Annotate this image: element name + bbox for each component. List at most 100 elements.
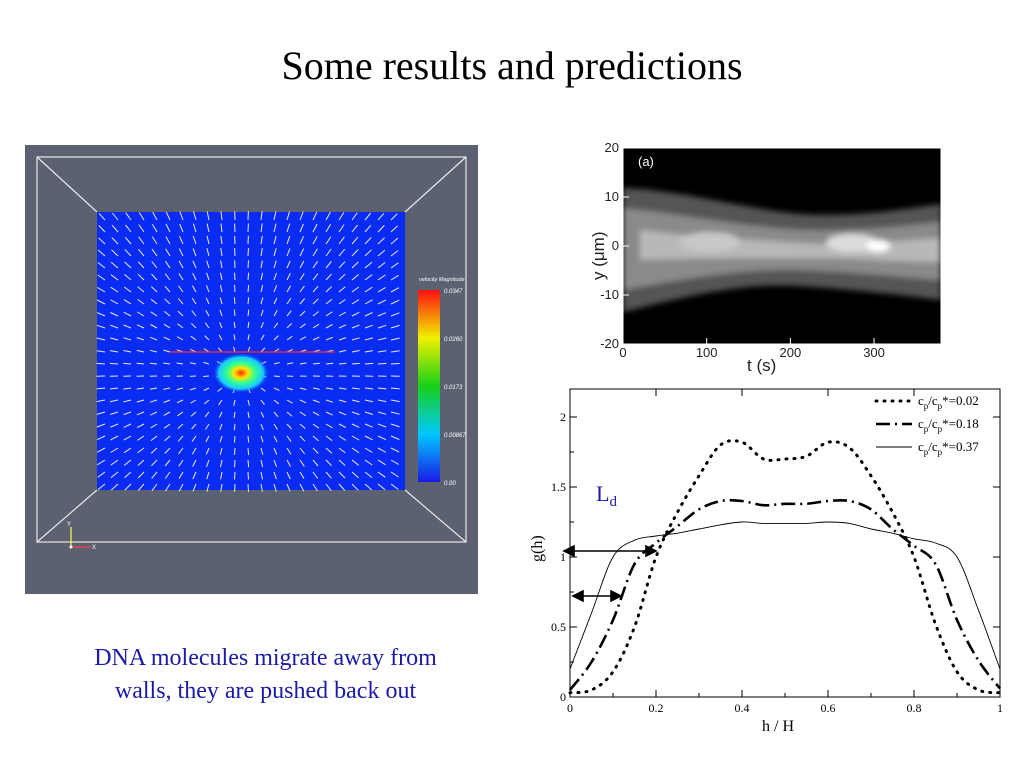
velocity-arrow xyxy=(364,459,373,466)
velocity-arrow xyxy=(124,471,132,479)
velocity-arrow xyxy=(110,312,119,317)
velocity-arrow xyxy=(110,459,119,466)
velocity-arrow xyxy=(338,423,347,429)
velocity-arrow xyxy=(204,335,210,341)
velocity-arrow xyxy=(163,323,171,329)
velocity-arrow xyxy=(96,350,106,353)
velocity-arrow xyxy=(390,399,400,403)
kymo-ytick-label: 0 xyxy=(612,238,619,253)
kymo-xtick-label: 0 xyxy=(619,345,626,360)
velocity-arrow xyxy=(390,459,400,465)
velocity-arrow xyxy=(260,411,265,418)
velocity-arrow xyxy=(351,435,360,441)
velocity-arrow xyxy=(109,350,119,353)
velocity-arrow xyxy=(192,260,197,269)
velocity-arrow xyxy=(364,411,374,415)
velocity-arrow xyxy=(273,335,279,341)
velocity-arrow xyxy=(312,471,319,479)
velocity-arrow xyxy=(364,447,373,453)
kymo-xlabel: t (s) xyxy=(747,356,776,375)
velocity-arrow xyxy=(123,423,132,428)
velocity-arrow xyxy=(351,286,360,293)
velocity-arrow xyxy=(96,411,106,415)
velocity-arrow xyxy=(390,262,399,269)
caption-line-1: DNA molecules migrate away from xyxy=(94,645,437,671)
velocity-arrow xyxy=(96,399,106,403)
velocity-arrow xyxy=(137,471,145,479)
velocity-arrow xyxy=(312,298,319,305)
velocity-arrow xyxy=(364,324,373,329)
velocity-arrow xyxy=(286,285,292,293)
velocity-arrow xyxy=(205,435,210,443)
velocity-arrow xyxy=(364,249,372,257)
velocity-arrow xyxy=(176,336,184,341)
velocity-arrow xyxy=(299,285,305,293)
kymo-ytick-label: -10 xyxy=(600,287,619,302)
velocity-arrow xyxy=(364,387,374,390)
velocity-arrow xyxy=(390,250,399,257)
velocity-arrow xyxy=(351,471,359,479)
velocity-arrow xyxy=(338,399,347,403)
velocity-arrow xyxy=(364,299,373,305)
velocity-arrow xyxy=(192,459,197,467)
velocity-arrow xyxy=(220,211,223,221)
velocity-arrow xyxy=(125,224,132,233)
velocity-arrow xyxy=(312,336,320,341)
velocity-arrow xyxy=(286,260,291,269)
velocity-arrow xyxy=(191,285,197,293)
velocity-arrow xyxy=(338,273,346,281)
velocity-arrow xyxy=(124,249,132,257)
velocity-arrow xyxy=(220,260,223,269)
velocity-arrow xyxy=(247,399,250,406)
velocity-arrow xyxy=(351,261,359,269)
velocity-arrow xyxy=(273,211,277,221)
velocity-arrow xyxy=(260,260,263,269)
velocity-arrow xyxy=(136,362,145,365)
gh-xtick-label: 0.2 xyxy=(649,701,664,715)
velocity-arrow xyxy=(351,411,360,416)
velocity-arrow xyxy=(273,322,279,329)
velocity-arrow xyxy=(338,236,345,245)
velocity-arrow xyxy=(234,272,236,281)
axis-y-label: Y xyxy=(67,522,71,528)
gh-plot-area xyxy=(569,388,1001,698)
velocity-arrow xyxy=(96,337,106,341)
velocity-arrow xyxy=(312,211,318,221)
velocity-arrow xyxy=(312,435,319,442)
gh-legend-label-2: cp/cp*=0.18 xyxy=(918,416,979,434)
velocity-arrow xyxy=(390,387,400,390)
velocity-arrow xyxy=(299,362,307,365)
velocity-arrow xyxy=(164,285,171,293)
velocity-arrow xyxy=(260,322,264,329)
velocity-arrow xyxy=(351,423,360,428)
velocity-arrow xyxy=(338,387,347,390)
velocity-arrow xyxy=(233,411,236,418)
velocity-arrow xyxy=(150,324,158,329)
velocity-arrow xyxy=(124,236,132,245)
velocity-arrow xyxy=(206,483,210,492)
velocity-arrow xyxy=(136,423,145,429)
gh-legend-label-1: cp/cp*=0.02 xyxy=(918,393,979,411)
velocity-arrow xyxy=(377,350,387,353)
velocity-arrow xyxy=(338,349,347,353)
velocity-arrow xyxy=(123,337,132,341)
velocity-arrow xyxy=(163,411,171,416)
velocity-arrow xyxy=(260,483,263,492)
velocity-arrow xyxy=(312,273,319,281)
velocity-arrow xyxy=(312,323,320,329)
velocity-arrow xyxy=(163,362,171,365)
velocity-arrow xyxy=(191,435,197,442)
velocity-arrow xyxy=(247,411,250,418)
velocity-arrow xyxy=(123,324,132,329)
velocity-arrow xyxy=(178,248,184,257)
velocity-arrow xyxy=(247,334,250,341)
velocity-arrow xyxy=(124,274,132,281)
velocity-arrow xyxy=(299,260,305,269)
velocity-arrow xyxy=(97,483,106,491)
velocity-arrow xyxy=(325,286,333,293)
velocity-arrow xyxy=(123,350,132,353)
velocity-arrow xyxy=(109,362,119,365)
velocity-arrow xyxy=(219,297,223,305)
colorbar-tick-3: 0.0173 xyxy=(444,385,463,391)
velocity-arrow xyxy=(111,237,119,245)
